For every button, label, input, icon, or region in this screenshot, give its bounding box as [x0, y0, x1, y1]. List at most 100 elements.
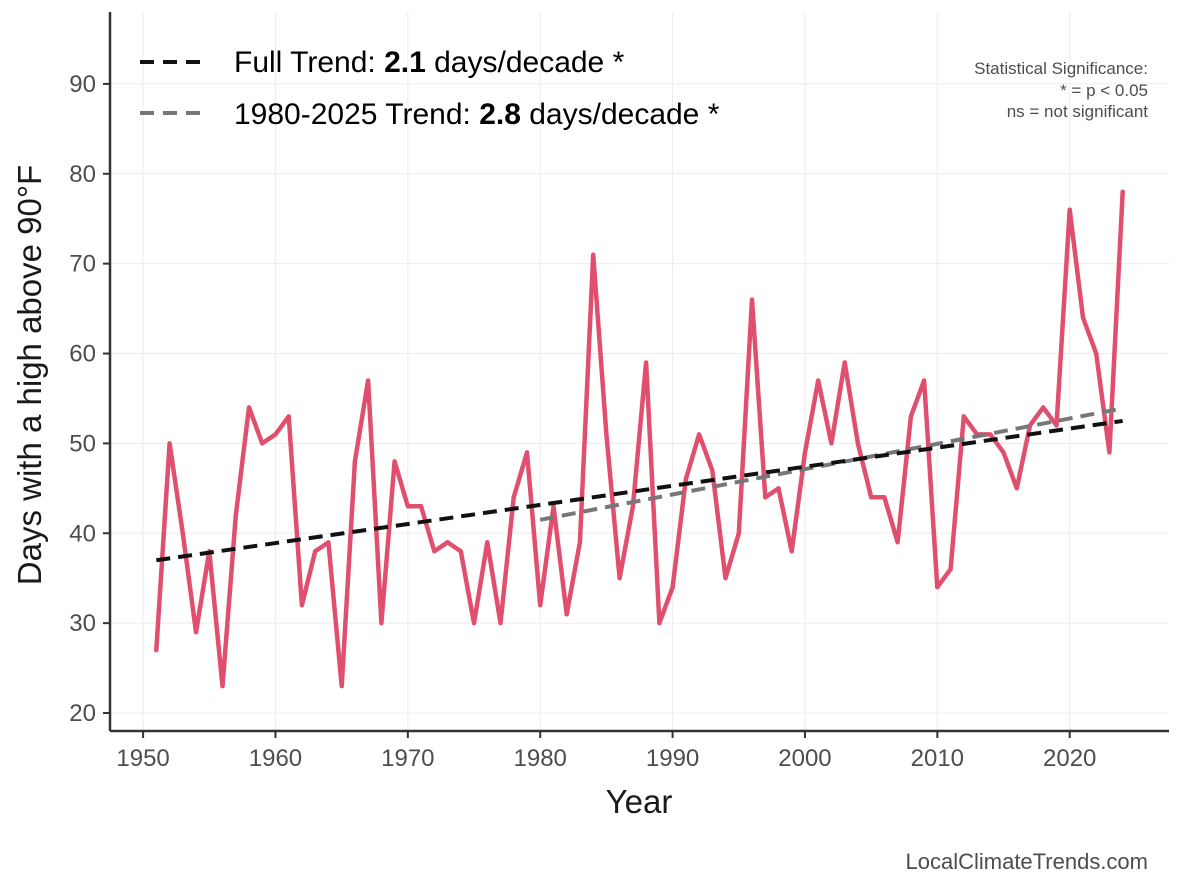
data-point-1968 [379, 621, 384, 626]
data-point-2014 [988, 432, 993, 437]
x-tick-label-1970: 1970 [381, 745, 434, 772]
recent-trend-line [539, 406, 1124, 522]
data-point-2009 [922, 378, 927, 383]
data-point-1977 [498, 621, 503, 626]
data-point-1993 [710, 468, 715, 473]
data-point-1959 [260, 441, 265, 446]
data-point-1981 [551, 504, 556, 509]
data-point-1973 [445, 540, 450, 545]
data-point-1963 [313, 549, 318, 554]
data-point-2002 [829, 441, 834, 446]
data-point-1960 [273, 432, 278, 437]
data-point-1983 [577, 540, 582, 545]
data-point-2024 [1120, 189, 1125, 194]
data-point-1967 [366, 378, 371, 383]
data-point-1984 [591, 252, 596, 257]
data-point-1971 [419, 504, 424, 509]
x-tick-label-1980: 1980 [514, 745, 567, 772]
series-line-0 [154, 189, 1125, 689]
data-point-2008 [908, 414, 913, 419]
legend-recent-value: 2.8 [479, 98, 521, 131]
data-point-2006 [882, 495, 887, 500]
data-point-1975 [472, 621, 476, 626]
data-point-1988 [644, 360, 649, 365]
data-point-2022 [1094, 351, 1099, 356]
data-point-1962 [299, 603, 304, 608]
data-point-2012 [961, 414, 966, 419]
legend-full-suffix: days/decade * [426, 46, 625, 79]
grid-lines [110, 12, 1169, 731]
data-point-1985 [604, 432, 609, 437]
y-tick-label-80: 80 [69, 161, 96, 188]
data-point-1976 [485, 540, 490, 545]
y-ticks: 20 30 40 50 60 70 80 90 [69, 71, 110, 727]
legend-recent-suffix: days/decade * [521, 98, 720, 131]
x-tick-label-1990: 1990 [646, 745, 699, 772]
legend-label-full-trend: Full Trend: 2.1 days/decade * [234, 46, 625, 79]
data-point-1997 [763, 495, 768, 500]
y-tick-label-50: 50 [69, 430, 96, 457]
x-tick-label-1960: 1960 [249, 745, 302, 772]
legend-label-recent-trend: 1980-2025 Trend: 2.8 days/decade * [234, 98, 720, 131]
data-point-2007 [895, 540, 900, 545]
legend: Full Trend: 2.1 days/decade * 1980-2025 … [140, 46, 720, 131]
x-axis-title: Year [606, 783, 673, 820]
trend-layer [156, 406, 1124, 563]
full-trend-line [156, 418, 1123, 563]
y-tick-label-60: 60 [69, 341, 96, 368]
data-point-1982 [564, 612, 569, 617]
data-point-2003 [842, 360, 847, 365]
data-point-1979 [525, 450, 529, 455]
legend-recent-prefix: 1980-2025 Trend: [234, 98, 479, 131]
data-point-1995 [736, 531, 741, 536]
data-point-2001 [816, 378, 821, 383]
legend-full-value: 2.1 [384, 46, 426, 79]
data-point-1989 [657, 621, 662, 626]
data-point-1961 [286, 414, 291, 419]
significance-note: Statistical Significance: * = p < 0.05 n… [974, 59, 1148, 121]
y-tick-label-40: 40 [69, 520, 96, 547]
data-point-1952 [167, 441, 172, 446]
data-point-1964 [326, 540, 331, 545]
significance-p-value: * = p < 0.05 [1060, 81, 1148, 100]
data-point-1970 [405, 504, 410, 509]
data-point-1986 [617, 576, 622, 581]
x-tick-label-1950: 1950 [116, 745, 169, 772]
data-point-2011 [948, 567, 953, 572]
data-point-1990 [670, 585, 675, 590]
data-point-1969 [392, 459, 397, 464]
data-point-2010 [935, 585, 940, 590]
x-tick-label-2020: 2020 [1043, 745, 1096, 772]
data-point-2016 [1014, 486, 1019, 491]
x-ticks: 1950 1960 1970 1980 1990 2000 2010 2020 [116, 731, 1096, 772]
data-point-2020 [1067, 207, 1072, 212]
axes [108, 12, 1169, 733]
significance-ns: ns = not significant [1007, 102, 1149, 121]
data-point-1951 [154, 648, 159, 653]
data-point-1996 [750, 297, 754, 302]
data-point-1956 [220, 684, 225, 689]
data-point-1966 [352, 459, 357, 464]
data-point-1974 [458, 549, 463, 554]
data-point-1972 [432, 549, 437, 554]
data-point-2018 [1041, 405, 1046, 410]
data-point-1980 [538, 603, 543, 608]
data-point-1954 [194, 630, 198, 635]
data-point-2000 [803, 450, 807, 455]
data-point-2019 [1054, 423, 1059, 428]
data-point-1958 [247, 405, 251, 410]
data-point-1953 [180, 531, 185, 536]
data-point-1992 [697, 432, 702, 437]
legend-full-prefix: Full Trend: [234, 46, 384, 79]
data-point-2015 [1001, 450, 1006, 455]
y-tick-label-20: 20 [69, 700, 96, 727]
data-point-1999 [789, 549, 794, 554]
y-tick-label-30: 30 [69, 610, 96, 637]
data-point-1994 [723, 576, 728, 581]
data-point-1965 [339, 684, 344, 689]
data-point-2021 [1081, 315, 1085, 320]
data-point-1957 [233, 513, 238, 518]
data-point-1991 [683, 477, 688, 482]
significance-title: Statistical Significance: [974, 59, 1148, 78]
